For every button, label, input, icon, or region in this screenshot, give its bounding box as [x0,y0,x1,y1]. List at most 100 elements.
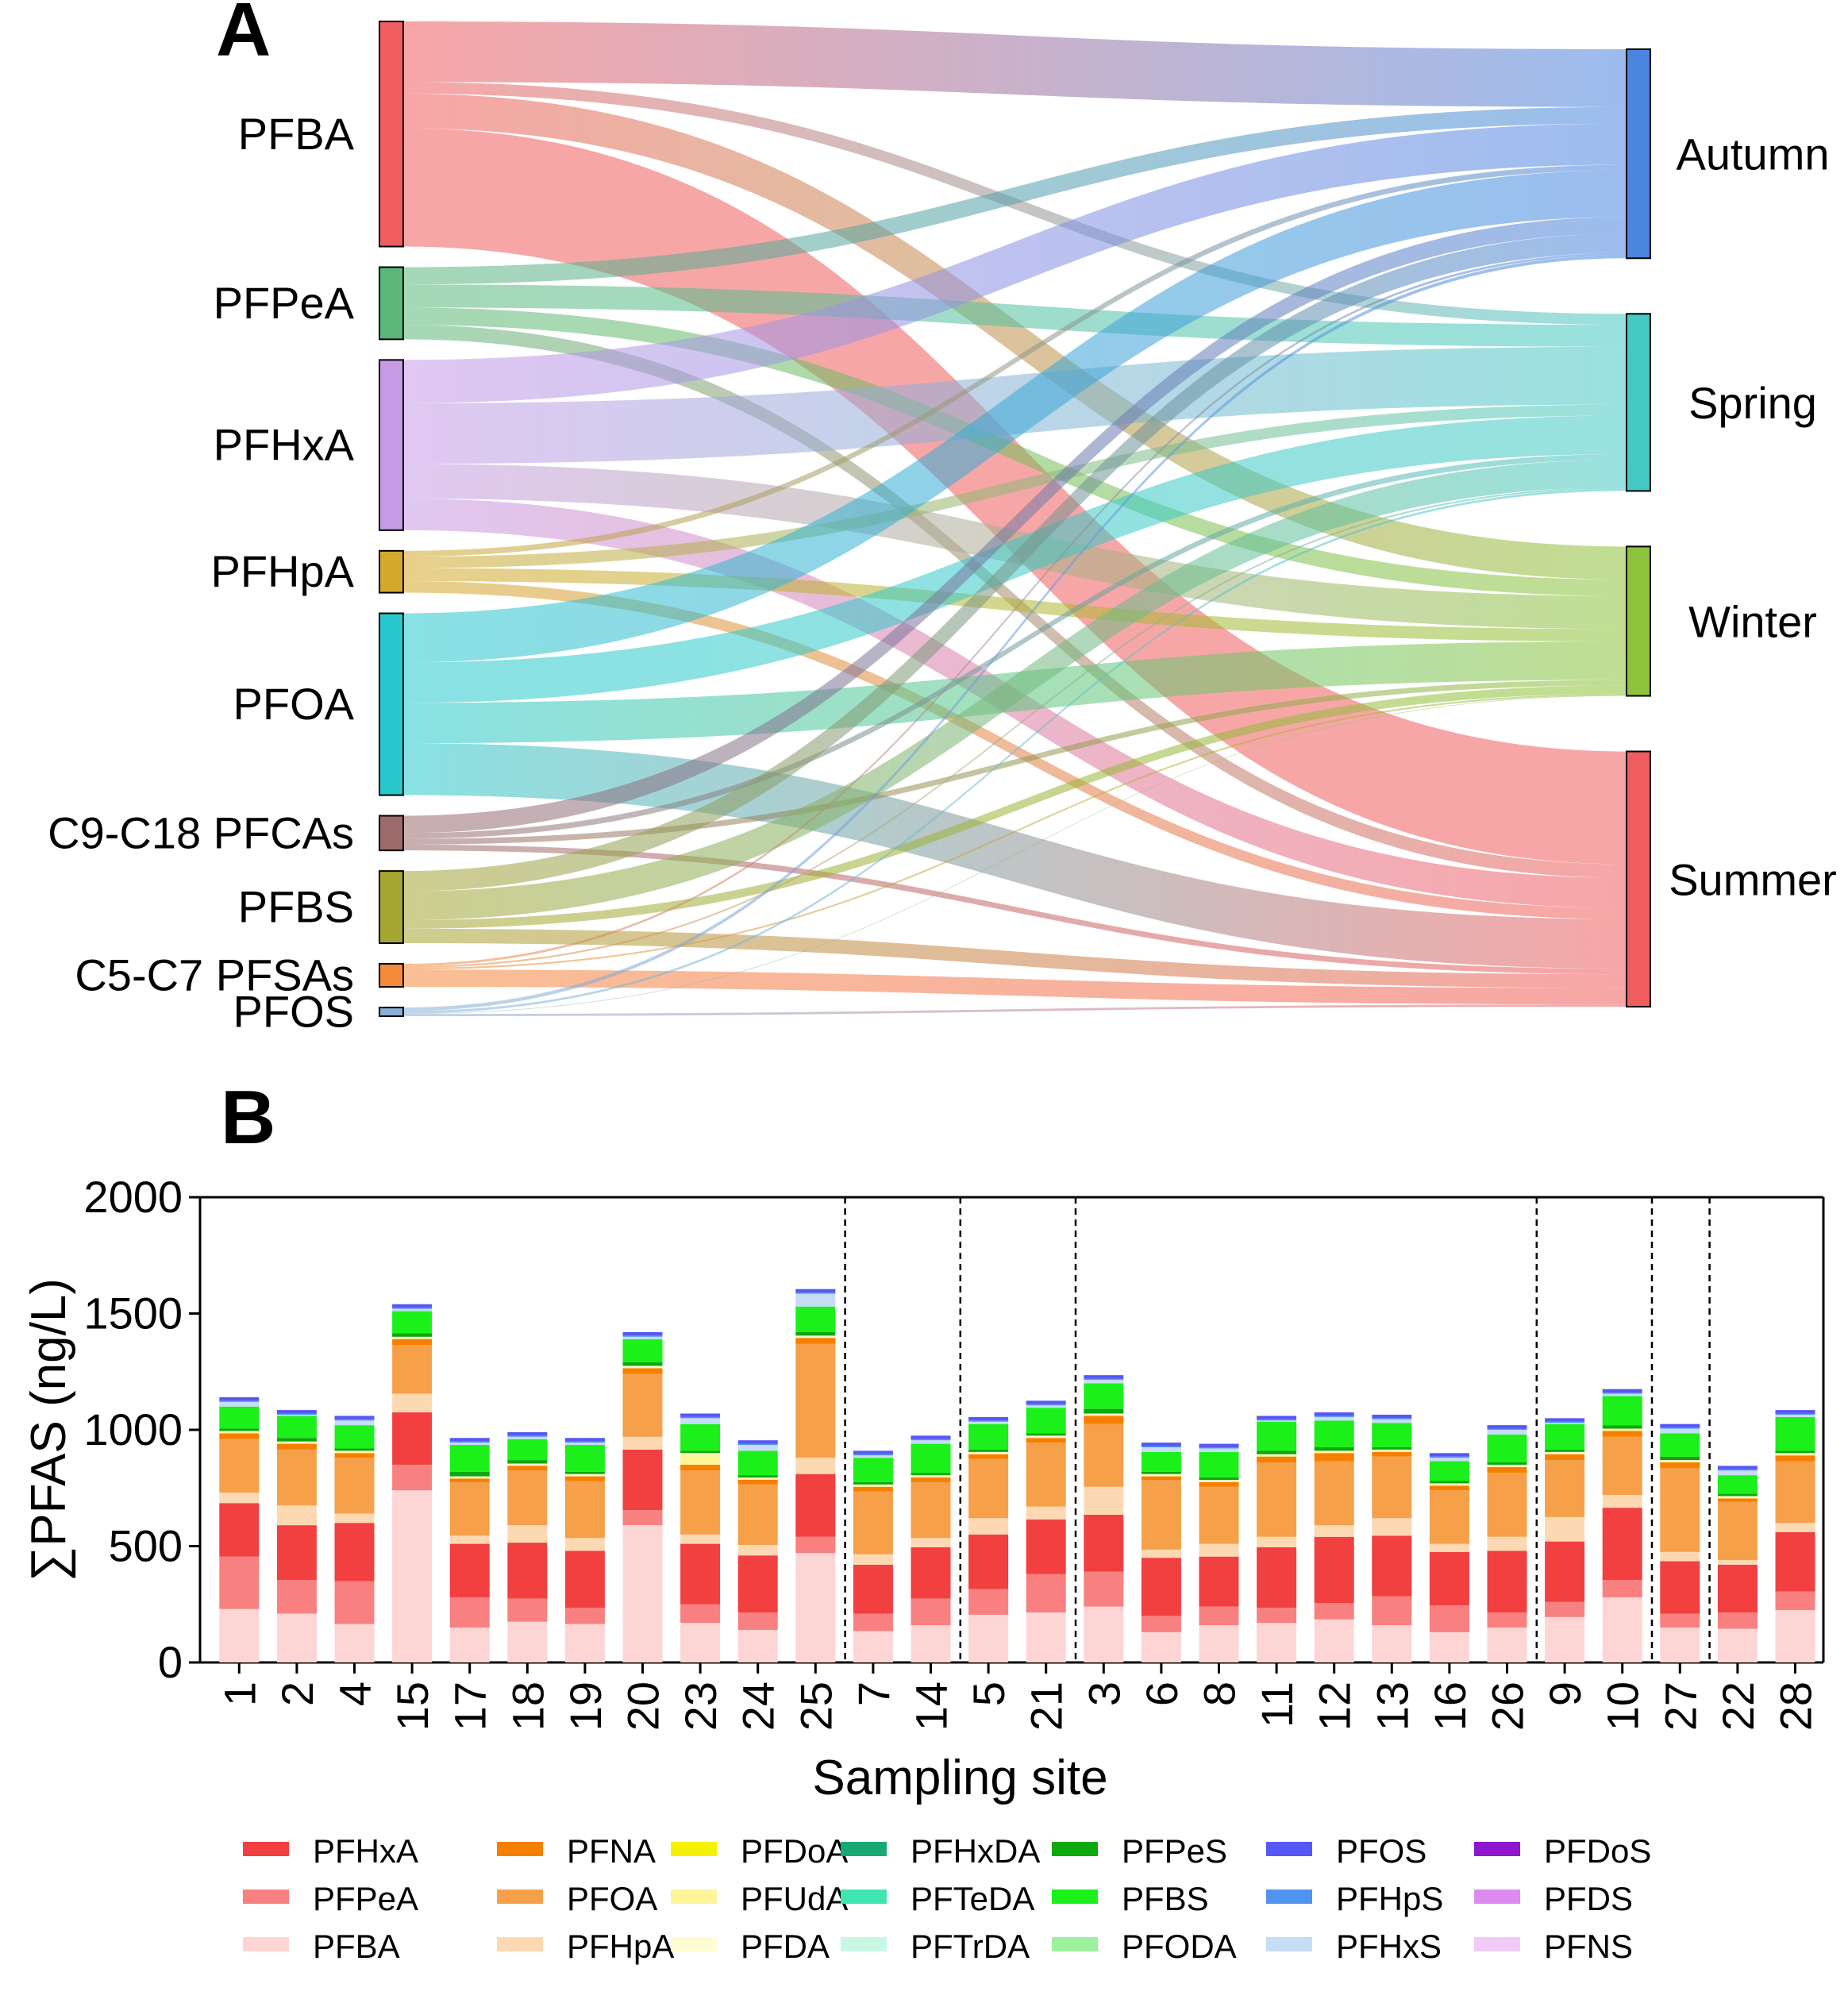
bar-segment-pfba [737,1629,778,1662]
bar-segment-pfuda [1257,1455,1297,1457]
bar-site-18 [507,1431,548,1662]
flow-c9-c18-pfcas-to-autumn [403,217,1627,834]
bar-segment-pfba [564,1624,605,1662]
x-tick-label: 7 [849,1681,899,1706]
bar-segment-pfpes [1602,1425,1642,1429]
bar-segment-pfda [1545,1451,1585,1454]
bar-site-8 [1199,1443,1239,1662]
bar-segment-pfda [795,1335,836,1337]
source-label-pfhxa: PFHxA [214,420,355,470]
bar-segment-pfba [1314,1619,1354,1662]
bar-segment-pfhps [911,1439,951,1441]
source-label-pfhpa: PFHpA [211,546,355,596]
bar-segment-pfpea [1372,1596,1412,1626]
target-node-autumn [1626,48,1651,260]
bar-segment-pfos [564,1438,605,1442]
bar-segment-pfna [1314,1453,1354,1462]
legend-label: PFUdA [741,1880,848,1917]
bar-segment-pfna [795,1338,836,1344]
bar-segment-pfhpa [449,1535,490,1544]
bar-segment-pfba [968,1614,1009,1662]
legend-swatch [841,1890,887,1904]
x-tick-label: 26 [1483,1681,1533,1731]
bar-segment-pfhpa [1717,1560,1758,1565]
flow-c5-c7-pfsas-to-spring [403,487,1627,969]
bar-segment-pfna [1429,1485,1469,1491]
bar-segment-pfbs [1487,1434,1527,1463]
bar-segment-pfpea [853,1613,893,1631]
source-node-pfpea [379,266,404,341]
legend-swatch [1052,1937,1098,1951]
bar-segment-pfpea [1141,1616,1181,1632]
bar-segment-pfna [564,1476,605,1481]
legend-item-pfbs: PFBS [1052,1880,1209,1917]
bar-segment-pfos [622,1331,663,1336]
bar-segment-pfpea [1545,1601,1585,1617]
x-tick-label: 9 [1540,1681,1590,1706]
bar-segment-pfhxa [219,1503,260,1557]
flow-pfpea-to-spring [403,284,1627,347]
bar-segment-pfda [564,1473,605,1476]
bar-segment-pfhps [968,1420,1009,1422]
legend-item-pfhxa: PFHxA [243,1832,418,1870]
bar-segment-pfda [1026,1435,1066,1437]
x-tick-label: 20 [618,1681,668,1731]
bar-segment-pfuda [737,1478,778,1480]
bar-segment-pfna [1660,1462,1700,1469]
flow-pfos-to-winter [403,695,1627,1015]
bar-segment-pfda [1084,1413,1124,1415]
legend-label: PFPeA [313,1880,418,1917]
legend-swatch [671,1842,717,1856]
bar-segment-pfhxs [1372,1419,1412,1423]
flow-pfos-to-summer [403,1004,1627,1016]
x-tick-label: 8 [1195,1681,1245,1706]
target-label-winter: Winter [1688,596,1817,646]
bar-segment-pfbs [1141,1451,1181,1472]
target-label-autumn: Autumn [1677,129,1830,179]
bar-segment-pfhxs [795,1293,836,1307]
bar-segment-pfoa [276,1449,317,1506]
legend-label: PFHpS [1336,1880,1443,1917]
bar-segment-pfpes [795,1331,836,1336]
bar-segment-pfba [507,1621,548,1662]
bar-segment-pfhxs [968,1421,1009,1424]
x-axis-title: Sampling site [812,1751,1107,1805]
legend-swatch [1474,1842,1520,1856]
bar-segment-pfoa [1141,1479,1181,1550]
bar-segment-pfhxa [1199,1556,1239,1607]
legend-item-pfpea: PFPeA [243,1880,418,1917]
legend-label: PFOS [1336,1832,1426,1870]
bar-segment-pfos [968,1416,1009,1421]
bar-site-12 [1314,1412,1354,1662]
x-tick-label: 14 [907,1681,957,1731]
x-tick-label: 22 [1713,1681,1763,1731]
bar-segment-pfhpa [1602,1495,1642,1508]
source-node-pfhxa [379,359,404,531]
bar-segment-pfna [911,1477,951,1482]
bar-segment-pfpes [968,1449,1009,1452]
bar-segment-pfhpa [1257,1536,1297,1547]
bar-segment-pfhxa [1314,1536,1354,1604]
source-node-c5-c7-pfsas [379,963,404,988]
x-tick-label: 3 [1079,1681,1129,1706]
bar-segment-pfpes [1717,1493,1758,1497]
bar-segment-pfhxs [1026,1405,1066,1408]
bar-segment-pfpea [1717,1612,1758,1629]
bar-segment-pfpes [1141,1471,1181,1474]
bar-segment-pfhpa [853,1554,893,1565]
source-node-pfba [379,21,404,248]
target-node-winter [1626,545,1651,697]
flow-c5-c7-pfsas-to-winter [403,693,1627,970]
bar-segment-pfuda [1545,1453,1585,1454]
bar-segment-pfuda [449,1477,490,1479]
bar-segment-pfna [1257,1456,1297,1463]
bar-segment-pfhxs [622,1336,663,1339]
bar-segment-pfba [1487,1628,1527,1662]
bar-segment-pfhps [276,1413,317,1415]
x-tick-label: 19 [560,1681,610,1731]
bar-segment-pfhpa [1314,1525,1354,1537]
flow-pfoa-to-autumn [403,170,1627,663]
bar-segment-pfba [1026,1612,1066,1662]
bar-site-26 [1487,1425,1527,1662]
bar-segment-pfhxa [449,1543,490,1597]
